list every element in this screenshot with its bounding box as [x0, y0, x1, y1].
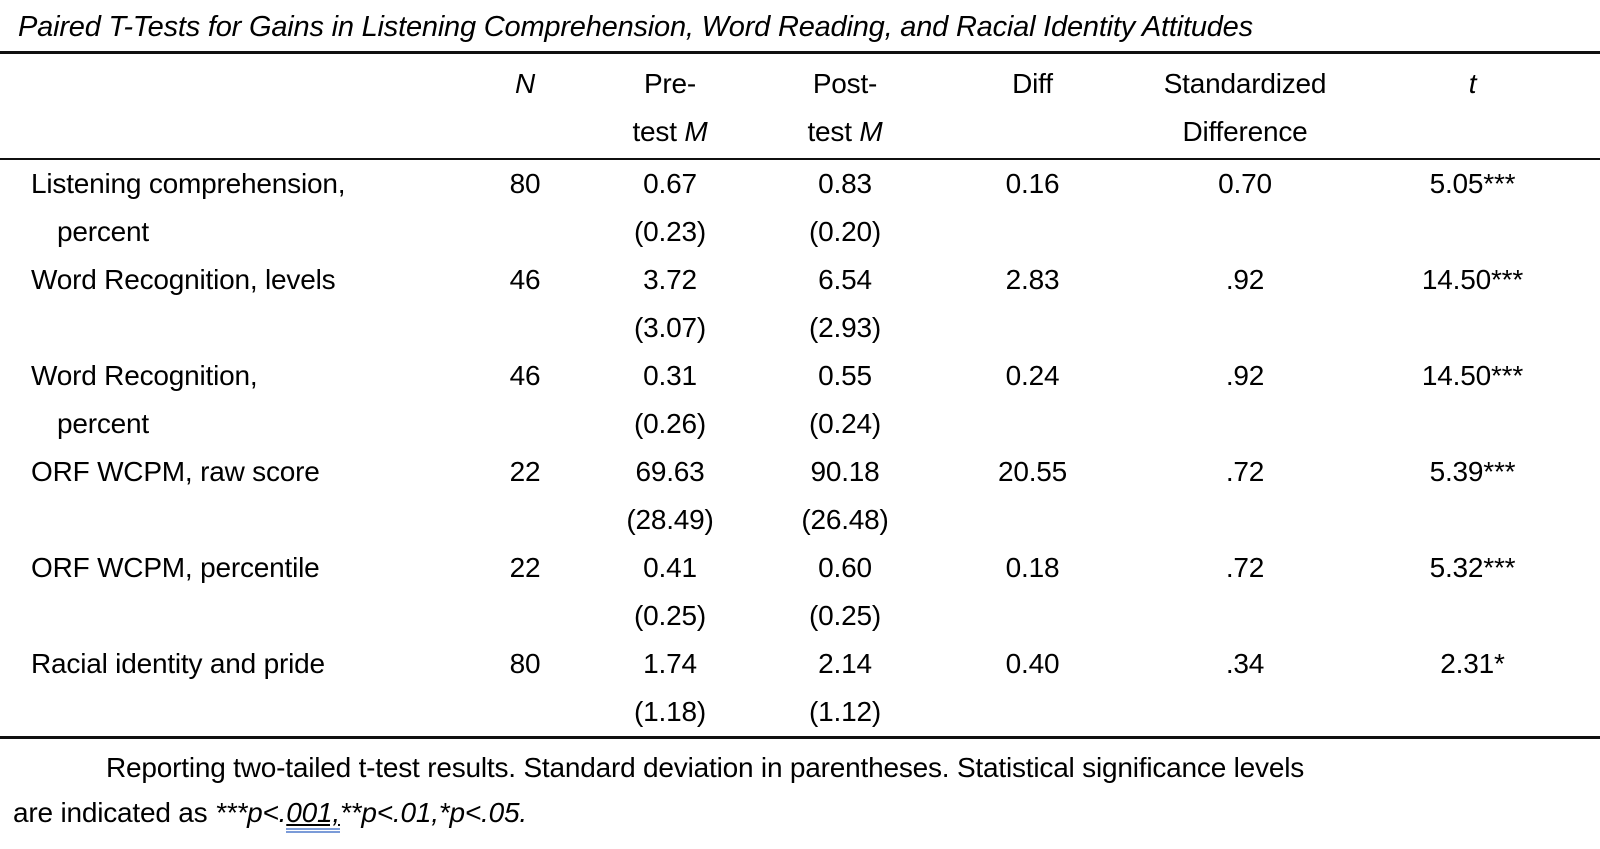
pretest-mean-sd: 69.63 (28.49) — [626, 456, 714, 535]
t-test-table: N Pre- test M Post- test M Diff Standard… — [0, 51, 1600, 739]
diff-value: 0.16 — [1005, 168, 1060, 199]
standardized-difference-value: .34 — [1225, 648, 1265, 679]
significance-legend: ***p<.001,**p<.01,*p<.05. — [215, 797, 527, 833]
posttest-mean-sd: 0.83 (0.20) — [809, 168, 881, 247]
t-value: 5.39*** — [1429, 456, 1516, 487]
table-header-row: N Pre- test M Post- test M Diff Standard… — [0, 54, 1600, 160]
standardized-difference-value: .72 — [1225, 552, 1265, 583]
posttest-mean-sd: 0.55 (0.24) — [809, 360, 881, 439]
table-title: Paired T-Tests for Gains in Listening Co… — [18, 11, 1253, 43]
posttest-mean-sd: 6.54 (2.93) — [809, 264, 881, 343]
t-value: 5.32*** — [1429, 552, 1516, 583]
pretest-mean-sd: 0.67 (0.23) — [634, 168, 706, 247]
row-label: Word Recognition, percent — [31, 360, 258, 439]
header-pretest-mean: Pre- test M — [632, 68, 708, 147]
header-standardized-difference: Standardized Difference — [1163, 68, 1327, 147]
t-value: 14.50*** — [1421, 264, 1524, 295]
row-label: ORF WCPM, percentile — [31, 552, 320, 583]
diff-value: 0.24 — [1005, 360, 1060, 391]
table-footnote: Reporting two-tailed t-test results. Sta… — [0, 745, 1600, 835]
header-diff: Diff — [1012, 68, 1053, 99]
n-value: 80 — [509, 168, 541, 199]
t-value: 14.50*** — [1421, 360, 1524, 391]
pretest-mean-sd: 3.72 (3.07) — [634, 264, 706, 343]
standardized-difference-value: .92 — [1225, 360, 1265, 391]
posttest-mean-sd: 2.14 (1.12) — [809, 648, 881, 727]
pretest-mean-sd: 0.31 (0.26) — [634, 360, 706, 439]
pretest-mean-sd: 0.41 (0.25) — [634, 552, 706, 631]
n-value: 46 — [509, 360, 541, 391]
n-value: 22 — [509, 552, 541, 583]
n-value: 46 — [509, 264, 541, 295]
diff-value: 20.55 — [997, 456, 1068, 487]
header-n: N — [514, 68, 536, 99]
table-row: Word Recognition, percent 46 0.31 (0.26)… — [0, 352, 1600, 448]
standardized-difference-value: .72 — [1225, 456, 1265, 487]
footnote-line2-prefix: are indicated as — [13, 797, 216, 828]
footnote-line1: Reporting two-tailed t-test results. Sta… — [106, 752, 1305, 783]
header-t-statistic: t — [1468, 68, 1477, 99]
t-value: 5.05*** — [1429, 168, 1516, 199]
table-row: Word Recognition, levels 46 3.72 (3.07) … — [0, 256, 1600, 352]
t-value: 2.31* — [1440, 648, 1505, 679]
diff-value: 2.83 — [1005, 264, 1060, 295]
header-posttest-mean: Post- test M — [807, 68, 883, 147]
underlined-p001: 001, — [286, 797, 340, 833]
standardized-difference-value: 0.70 — [1218, 168, 1272, 199]
standardized-difference-value: .92 — [1225, 264, 1265, 295]
row-label: ORF WCPM, raw score — [31, 456, 320, 487]
table-row: ORF WCPM, raw score 22 69.63 (28.49) 90.… — [0, 448, 1600, 544]
row-label: Racial identity and pride — [31, 648, 325, 679]
n-value: 22 — [509, 456, 541, 487]
table-row: ORF WCPM, percentile 22 0.41 (0.25) 0.60… — [0, 544, 1600, 640]
pretest-mean-sd: 1.74 (1.18) — [634, 648, 706, 727]
posttest-mean-sd: 90.18 (26.48) — [801, 456, 889, 535]
diff-value: 0.18 — [1005, 552, 1060, 583]
diff-value: 0.40 — [1005, 648, 1060, 679]
table-row: Listening comprehension, percent 80 0.67… — [0, 160, 1600, 256]
row-label: Listening comprehension, percent — [31, 168, 346, 247]
posttest-mean-sd: 0.60 (0.25) — [809, 552, 881, 631]
row-label: Word Recognition, levels — [31, 264, 336, 295]
n-value: 80 — [509, 648, 541, 679]
table-row: Racial identity and pride 80 1.74 (1.18)… — [0, 640, 1600, 736]
